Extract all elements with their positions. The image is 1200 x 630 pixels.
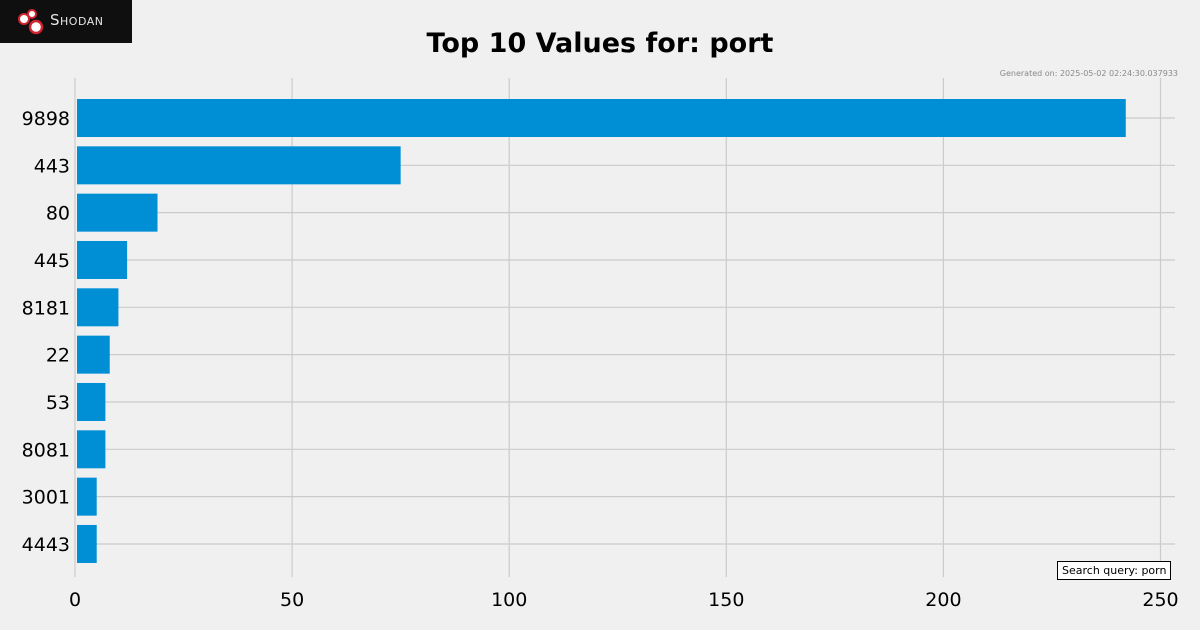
logo-text: Shodan [50,11,104,29]
y-tick-label: 8181 [22,297,70,319]
bar [77,430,106,469]
bar [77,335,110,374]
y-tick-label: 9898 [22,108,70,130]
generated-timestamp: Generated on: 2025-05-02 02:24:30.037933 [999,69,1178,78]
x-tick-label: 50 [280,589,304,611]
x-tick-label: 150 [708,589,744,611]
y-tick-label: 3001 [22,487,70,509]
bar [77,477,97,516]
y-tick-label: 22 [46,345,70,367]
shodan-logo[interactable]: Shodan [0,0,132,43]
y-tick-label: 4443 [22,534,70,556]
bar [77,382,106,421]
bar [77,146,401,185]
x-tick-label: 250 [1142,589,1178,611]
y-tick-label: 80 [46,203,70,225]
y-tick-label: 53 [46,392,70,414]
bar [77,240,128,279]
chart-title: Top 10 Values for: port [426,28,774,59]
bar [77,288,119,327]
search-query-box: Search query: porn [1057,561,1172,580]
y-tick-label: 445 [34,250,70,272]
bar [77,524,97,563]
bar [77,99,1126,137]
y-tick-label: 443 [34,155,70,177]
x-tick-label: 200 [925,589,961,611]
shodan-logo-icon [18,9,44,35]
x-tick-label: 100 [491,589,527,611]
bar [77,193,158,232]
y-tick-label: 8081 [22,439,70,461]
x-tick-label: 0 [69,589,81,611]
